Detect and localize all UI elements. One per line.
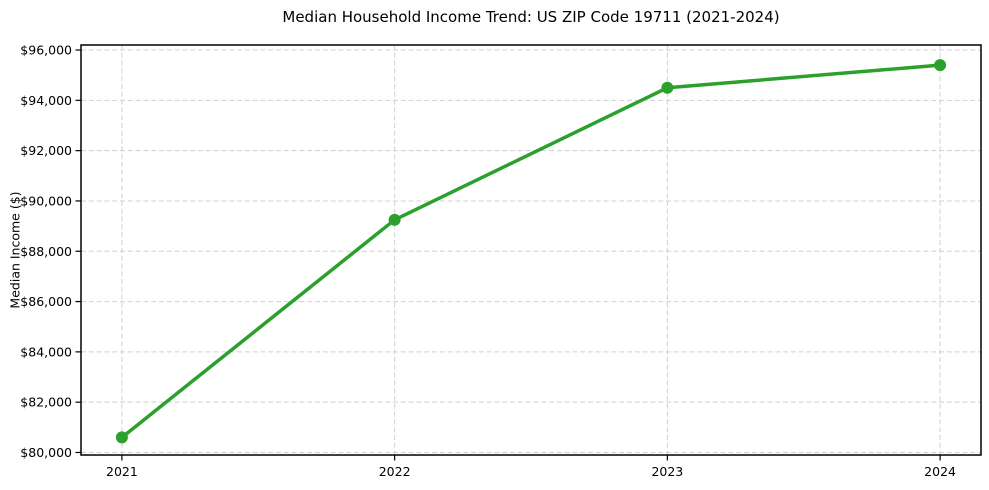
- plot-border: [80, 44, 982, 456]
- data-point-marker: [115, 431, 128, 444]
- y-tick-label: $92,000: [20, 143, 72, 158]
- y-tick-label: $84,000: [20, 344, 72, 359]
- x-tick-label: 2021: [106, 464, 138, 479]
- y-tick-label: $96,000: [20, 43, 72, 58]
- trend-line: [120, 63, 942, 440]
- chart-title: Median Household Income Trend: US ZIP Co…: [282, 8, 780, 26]
- y-tick-label: $82,000: [20, 395, 72, 410]
- data-point-marker: [934, 59, 947, 72]
- y-tick-label: $88,000: [20, 244, 72, 259]
- y-tick-label: $86,000: [20, 294, 72, 309]
- x-tick-label: 2023: [651, 464, 683, 479]
- y-tick-label: $94,000: [20, 93, 72, 108]
- data-point-marker: [388, 213, 401, 226]
- y-tick-label: $90,000: [20, 193, 72, 208]
- y-tick-label: $80,000: [20, 445, 72, 460]
- x-tick-label: 2022: [379, 464, 411, 479]
- x-tick-label: 2024: [924, 464, 956, 479]
- data-point-marker: [661, 81, 674, 94]
